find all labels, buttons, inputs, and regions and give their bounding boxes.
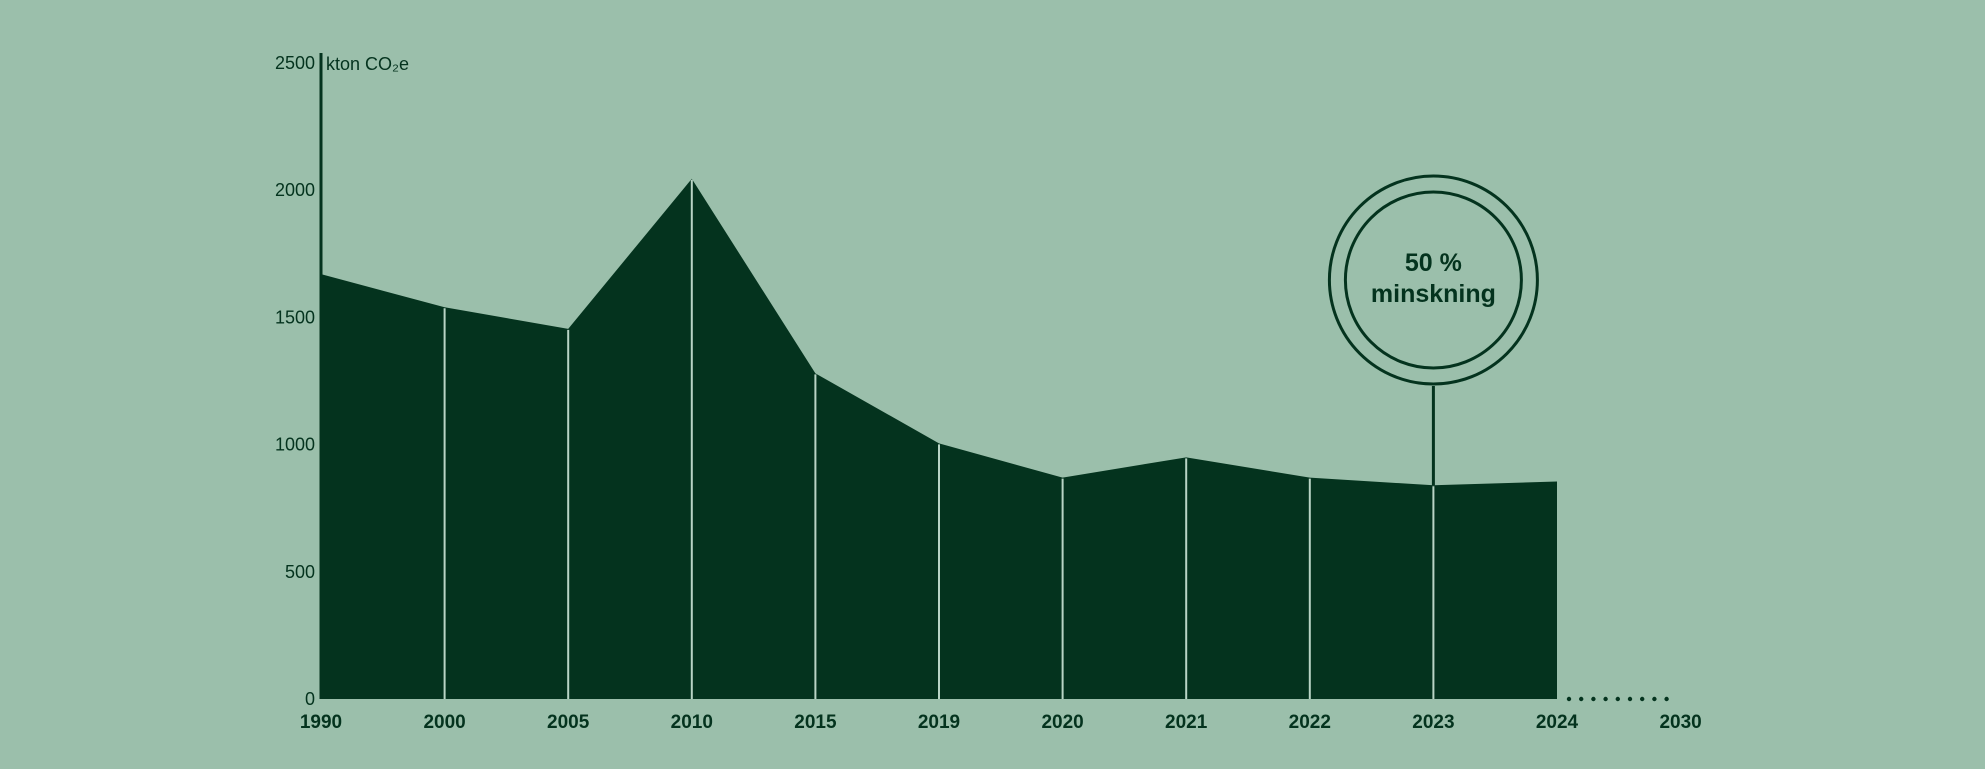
x-tick-label: 2010 [671,712,713,733]
future-dot [1664,696,1669,702]
y-tick-labels: 0 500 1000 1500 2000 2500 [275,53,315,709]
x-tick-label: 2022 [1289,712,1331,733]
y-tick-label: 500 [285,562,315,582]
x-tick-label: 2024 [1536,712,1579,733]
x-tick-label: 2015 [794,712,837,733]
future-dotted-line [1566,696,1669,702]
x-tick-label: 2021 [1165,712,1208,733]
future-dot [1615,696,1621,702]
x-tick-label: 2023 [1412,712,1454,733]
y-tick-label: 2000 [275,180,315,200]
callout-label: minskning [1371,280,1496,308]
x-tick-label: 2000 [423,712,465,733]
emissions-area [321,178,1557,699]
y-tick-label: 2500 [275,53,315,73]
future-dot [1566,696,1572,702]
future-dot [1640,696,1645,702]
x-tick-label: 2020 [1041,712,1083,733]
future-dot [1579,696,1584,702]
callout-percent: 50 % [1405,249,1462,277]
x-tick-label: 2019 [918,712,960,733]
future-dot [1603,696,1608,702]
year-separators [443,179,1435,699]
future-dot [1627,696,1633,702]
y-tick-label: 0 [305,689,315,709]
future-dot [1652,696,1657,702]
y-axis-unit-label: kton CO₂e [326,54,409,74]
x-tick-label: 1990 [300,712,342,733]
reduction-callout: 50 % minskning [1327,174,1539,486]
future-dot [1591,696,1596,702]
x-tick-label: 2030 [1659,712,1701,733]
y-tick-label: 1000 [275,435,315,455]
x-tick-labels: 1990 2000 2005 2010 2015 2019 2020 2021 2022 2023… [300,712,1702,733]
area-layer [321,178,1557,699]
x-tick-label: 2005 [547,712,590,733]
y-tick-label: 1500 [275,307,315,327]
callout-outer-ring [1327,174,1539,386]
callout-inner-ring [1343,190,1523,370]
